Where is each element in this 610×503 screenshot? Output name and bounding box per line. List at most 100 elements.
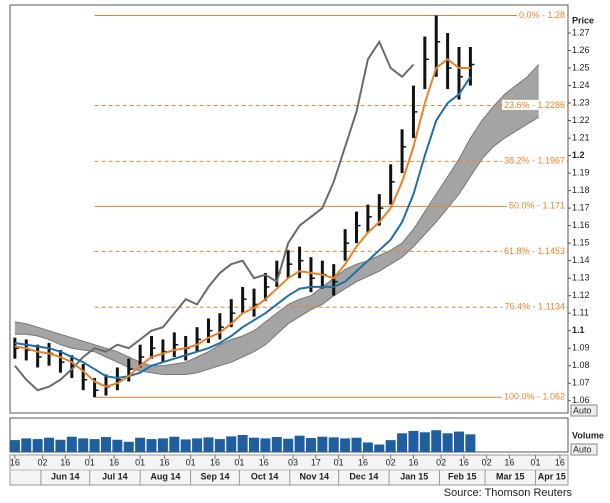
volume-bar — [260, 438, 271, 452]
x-tick-label: 02 — [482, 457, 492, 467]
y-tick-label: 1.25 — [572, 62, 590, 72]
source: Source: Thomson Reuters — [444, 487, 573, 499]
y-tick-label: 1.27 — [572, 27, 590, 37]
x-tick-label: 01 — [135, 457, 145, 467]
fib-label-bg — [501, 99, 567, 110]
volume-bar — [226, 436, 237, 452]
x-tick-label: 16 — [555, 457, 565, 467]
volume-bar — [9, 440, 20, 452]
x-tick-label: 16 — [459, 457, 469, 467]
fib-label: 61.8% - 1.1453 — [504, 246, 565, 256]
volume-bar — [44, 437, 55, 452]
volume-bar — [214, 439, 225, 452]
volume-label: Volume — [572, 430, 604, 440]
fib-label-bg — [506, 200, 567, 211]
volume-bar — [55, 439, 66, 452]
indicator-line — [14, 58, 471, 388]
volume-bar — [21, 438, 32, 452]
y-tick-label: 1.06 — [572, 395, 590, 405]
cloud-span — [14, 64, 540, 367]
auto-button[interactable] — [570, 404, 598, 417]
volume-bar — [249, 437, 260, 452]
volume-bar — [146, 439, 157, 452]
y-tick-label: 1.23 — [572, 97, 590, 107]
fib-label-bg — [501, 155, 567, 166]
volume-bar — [305, 438, 316, 452]
x-tick-label: 17 — [311, 457, 321, 467]
indicator-line — [14, 76, 472, 380]
price-label: Price — [572, 15, 594, 25]
x-tick-label: 16 — [210, 457, 220, 467]
volume-bar — [112, 439, 123, 452]
y-tick-label: 1.22 — [572, 115, 590, 125]
x-tick-label: 02 — [386, 457, 396, 467]
y-tick-label: 1.08 — [572, 360, 590, 370]
fib-label: 76.4% - 1.1134 — [505, 302, 565, 312]
volume-bar — [362, 442, 373, 452]
x-tick-label: 01 — [530, 457, 540, 467]
y-tick-label: 1.18 — [572, 185, 590, 195]
volume-bar — [351, 437, 362, 452]
volume-bar — [135, 437, 146, 452]
auto-button-label[interactable]: Auto — [573, 444, 592, 454]
cloud-span — [14, 116, 539, 375]
volume-bar — [169, 436, 180, 452]
volume-bar — [78, 438, 89, 452]
y-tick-label: 1.24 — [572, 80, 590, 90]
y-tick-label: 1.19 — [572, 167, 590, 177]
fib-label: 100.0% - 1.062 — [504, 392, 565, 402]
x-tick-label: 01 — [334, 457, 344, 467]
x-tick-label: 02 — [436, 457, 446, 467]
month-label: Jul 14 — [102, 471, 128, 481]
volume-bar — [157, 438, 168, 452]
x-tick-label: 01 — [85, 457, 95, 467]
auto-button[interactable] — [570, 443, 598, 456]
volume-bar — [89, 439, 100, 452]
month-label: Apr 15 — [538, 471, 566, 481]
month-label: Mar 15 — [496, 471, 525, 481]
volume-bar — [374, 444, 385, 452]
volume-bar — [271, 437, 282, 452]
month-label: Dec 14 — [349, 471, 378, 481]
y-tick-label: 1.2 — [572, 150, 585, 160]
fib-label-bg — [501, 245, 567, 256]
x-tick-label: 16 — [504, 457, 514, 467]
x-tick-label: 16 — [358, 457, 368, 467]
month-label: Jun 14 — [51, 471, 80, 481]
fib-label: 38.2% - 1.1967 — [504, 156, 565, 166]
y-tick-label: 1.13 — [572, 273, 590, 283]
y-tick-label: 1.09 — [572, 343, 590, 353]
y-tick-label: 1.15 — [572, 238, 590, 248]
month-label: Feb 15 — [448, 471, 477, 481]
y-tick-label: 1.14 — [572, 255, 590, 265]
volume-bar — [442, 433, 453, 452]
volume-bar — [66, 436, 77, 452]
volume-bar — [294, 435, 305, 452]
fib-label-bg — [502, 301, 567, 312]
auto-button-label[interactable]: Auto — [573, 405, 592, 415]
volume-bar — [328, 437, 339, 452]
y-tick-label: 1.21 — [572, 132, 590, 142]
y-tick-label: 1.12 — [572, 290, 590, 300]
volume-bar — [32, 439, 43, 452]
y-tick-label: 1.07 — [572, 378, 590, 388]
price-pane — [9, 4, 569, 414]
month-label: Sep 14 — [200, 471, 229, 481]
x-tick-label: 16 — [259, 457, 269, 467]
volume-bar — [180, 439, 191, 452]
volume-bar — [431, 430, 442, 452]
x-tick-label: 16 — [160, 457, 170, 467]
volume-bar — [454, 431, 465, 452]
y-tick-label: 1.16 — [572, 220, 590, 230]
x-tick-label: 02 — [38, 457, 48, 467]
fib-label: 23.6% - 1.2286 — [504, 100, 565, 110]
x-tick-label: 16 — [60, 457, 70, 467]
x-tick-label: 16 — [109, 457, 119, 467]
fib-label-bg — [516, 9, 567, 20]
y-tick-label: 1.11 — [572, 308, 589, 318]
volume-bar — [340, 438, 351, 452]
volume-bar — [408, 430, 419, 452]
volume-bar — [192, 438, 203, 452]
month-label: Aug 14 — [150, 471, 180, 481]
